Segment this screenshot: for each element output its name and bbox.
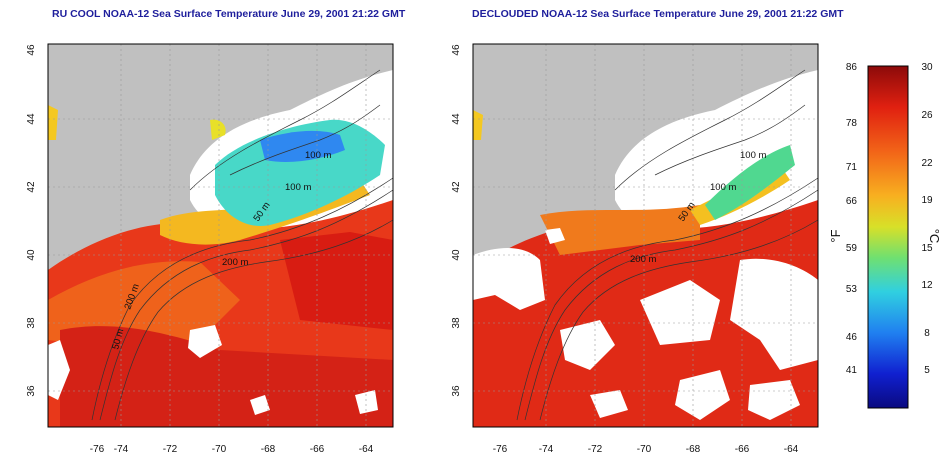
lon-tick-label: -70 [637, 444, 652, 455]
colorbar-tick-c: 8 [924, 328, 930, 339]
colorbar-celsius-label: °C [927, 229, 942, 244]
lat-tick-label: 40 [26, 249, 37, 261]
warm-spot [210, 119, 226, 140]
bathymetry-contours [91, 69, 393, 421]
lon-tick-label: -74 [114, 444, 129, 455]
lon-tick-label: -70 [212, 444, 227, 455]
lon-axis-right: -76 -74 -72 -70 -68 -66 -64 [493, 444, 799, 455]
cloud-patch [545, 228, 565, 244]
colorbar-celsius-ticks: 30 26 22 19 15 12 8 5 [921, 62, 933, 376]
colorbar-tick-f: 46 [846, 332, 858, 343]
bathymetry-contours [516, 69, 818, 421]
colorbar [867, 65, 909, 409]
cloud-patch [640, 280, 720, 345]
colorbar-tick-c: 15 [921, 243, 933, 254]
lon-tick-label: -66 [310, 444, 325, 455]
colorbar-fahrenheit-ticks: 86 78 71 66 59 53 46 41 [846, 62, 858, 376]
contour-label: 100 m [305, 150, 331, 161]
cloud-patch [730, 258, 818, 370]
warm-water [473, 200, 818, 427]
cloud-patch [355, 390, 378, 414]
lon-tick-label: -76 [493, 444, 508, 455]
graticule [473, 44, 818, 427]
colorbar-tick-c: 19 [921, 195, 933, 206]
lon-tick-label: -72 [163, 444, 178, 455]
colorbar-tick-f: 86 [846, 62, 858, 73]
map-right [473, 44, 818, 427]
cloud-patch [473, 248, 545, 310]
lon-axis-left: -76 -74 -72 -70 -68 -66 -64 [90, 444, 374, 455]
hot-water [60, 326, 393, 427]
contour-label: 200 m [630, 254, 656, 265]
lat-axis-left: 36 38 40 42 44 46 [26, 44, 37, 397]
orange-water [540, 205, 700, 255]
lon-tick-label: -68 [686, 444, 701, 455]
colorbar-tick-f: 66 [846, 196, 858, 207]
colorbar-tick-c: 26 [921, 110, 933, 121]
cloud-patch [250, 395, 270, 415]
contour-label: 100 m [285, 182, 311, 193]
lat-tick-label: 44 [26, 113, 37, 125]
map-left [48, 44, 393, 427]
lon-tick-label: -72 [588, 444, 603, 455]
lat-tick-label: 46 [26, 44, 37, 56]
cloud-patch [590, 390, 628, 418]
lat-axis-right: 36 38 40 42 44 46 [451, 44, 462, 397]
warm-spot [48, 105, 58, 140]
cloud-patch [48, 340, 70, 400]
contour-label: 100 m [710, 182, 736, 193]
colorbar-tick-f: 59 [846, 243, 858, 254]
lon-tick-label: -68 [261, 444, 276, 455]
lat-tick-label: 42 [451, 181, 462, 193]
panel-title-right: DECLOUDED NOAA-12 Sea Surface Temperatur… [472, 8, 844, 20]
cloud-patch [675, 370, 730, 420]
cool-water [705, 145, 795, 220]
cloud-area [615, 70, 818, 240]
cloud-patch [560, 320, 615, 370]
colorbar-tick-c: 5 [924, 365, 930, 376]
lon-tick-label: -64 [359, 444, 374, 455]
contour-label: 50 m [110, 327, 126, 350]
map-left-frame [47, 43, 394, 428]
contour-label: 100 m [740, 150, 766, 161]
colorbar-tick-c: 22 [921, 158, 933, 169]
lat-tick-label: 36 [26, 385, 37, 397]
lon-tick-label: -66 [735, 444, 750, 455]
lat-tick-label: 40 [451, 249, 462, 261]
cloud-patch [188, 325, 222, 358]
gulf-stream [280, 232, 393, 330]
map-right-frame [472, 43, 819, 428]
panel-title-left: RU COOL NOAA-12 Sea Surface Temperature … [52, 8, 406, 20]
lon-tick-label: -64 [784, 444, 799, 455]
graticule [48, 44, 393, 427]
lon-tick-label: -76 [90, 444, 105, 455]
lat-tick-label: 38 [451, 317, 462, 329]
contour-label: 200 m [222, 257, 248, 268]
lon-tick-label: -74 [539, 444, 554, 455]
colorbar-tick-f: 78 [846, 118, 858, 129]
colorbar-tick-f: 71 [846, 162, 858, 173]
lat-tick-label: 44 [451, 113, 462, 125]
warm-spot [473, 110, 483, 140]
colorbar-fahrenheit-label: °F [828, 229, 843, 242]
lat-tick-label: 38 [26, 317, 37, 329]
lat-tick-label: 36 [451, 385, 462, 397]
lat-tick-label: 46 [451, 44, 462, 56]
colorbar-tick-c: 30 [921, 62, 933, 73]
lat-tick-label: 42 [26, 181, 37, 193]
colorbar-tick-f: 53 [846, 284, 858, 295]
colorbar-tick-f: 41 [846, 365, 858, 376]
cloud-patch [748, 380, 800, 420]
colorbar-tick-c: 12 [921, 280, 933, 291]
